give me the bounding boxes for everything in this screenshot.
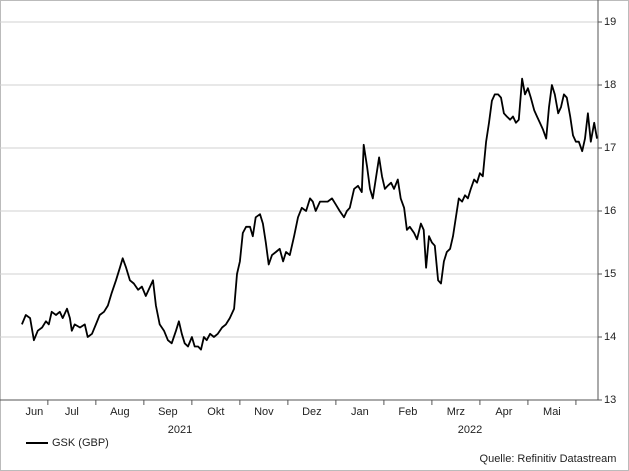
x-tick-label: Jul: [65, 406, 79, 418]
x-tick-label: Nov: [254, 406, 274, 418]
y-tick-label: 18: [604, 79, 616, 91]
source: Quelle: Refinitiv Datastream: [480, 453, 617, 465]
x-tick-label: Sep: [158, 406, 178, 418]
x-tick-label: Okt: [207, 406, 224, 418]
x-tick-label: Mai: [543, 406, 561, 418]
x-tick-label: Apr: [495, 406, 512, 418]
y-tick-label: 19: [604, 16, 616, 28]
y-tick-label: 16: [604, 205, 616, 217]
price-line: [21, 77, 598, 351]
x-tick-label: Feb: [398, 406, 417, 418]
x-tick-label: Aug: [110, 406, 130, 418]
year-label: 2021: [168, 424, 192, 436]
y-tick-label: 15: [604, 268, 616, 280]
y-tick-label: 13: [604, 394, 616, 406]
x-tick-label: Jan: [351, 406, 369, 418]
year-label: 2022: [458, 424, 482, 436]
x-tick-label: Mrz: [447, 406, 465, 418]
y-tick-label: 17: [604, 142, 616, 154]
y-tick-label: 14: [604, 331, 616, 343]
x-tick-label: Dez: [302, 406, 322, 418]
legend-label: GSK (GBP): [52, 437, 109, 449]
x-tick-label: Jun: [26, 406, 44, 418]
